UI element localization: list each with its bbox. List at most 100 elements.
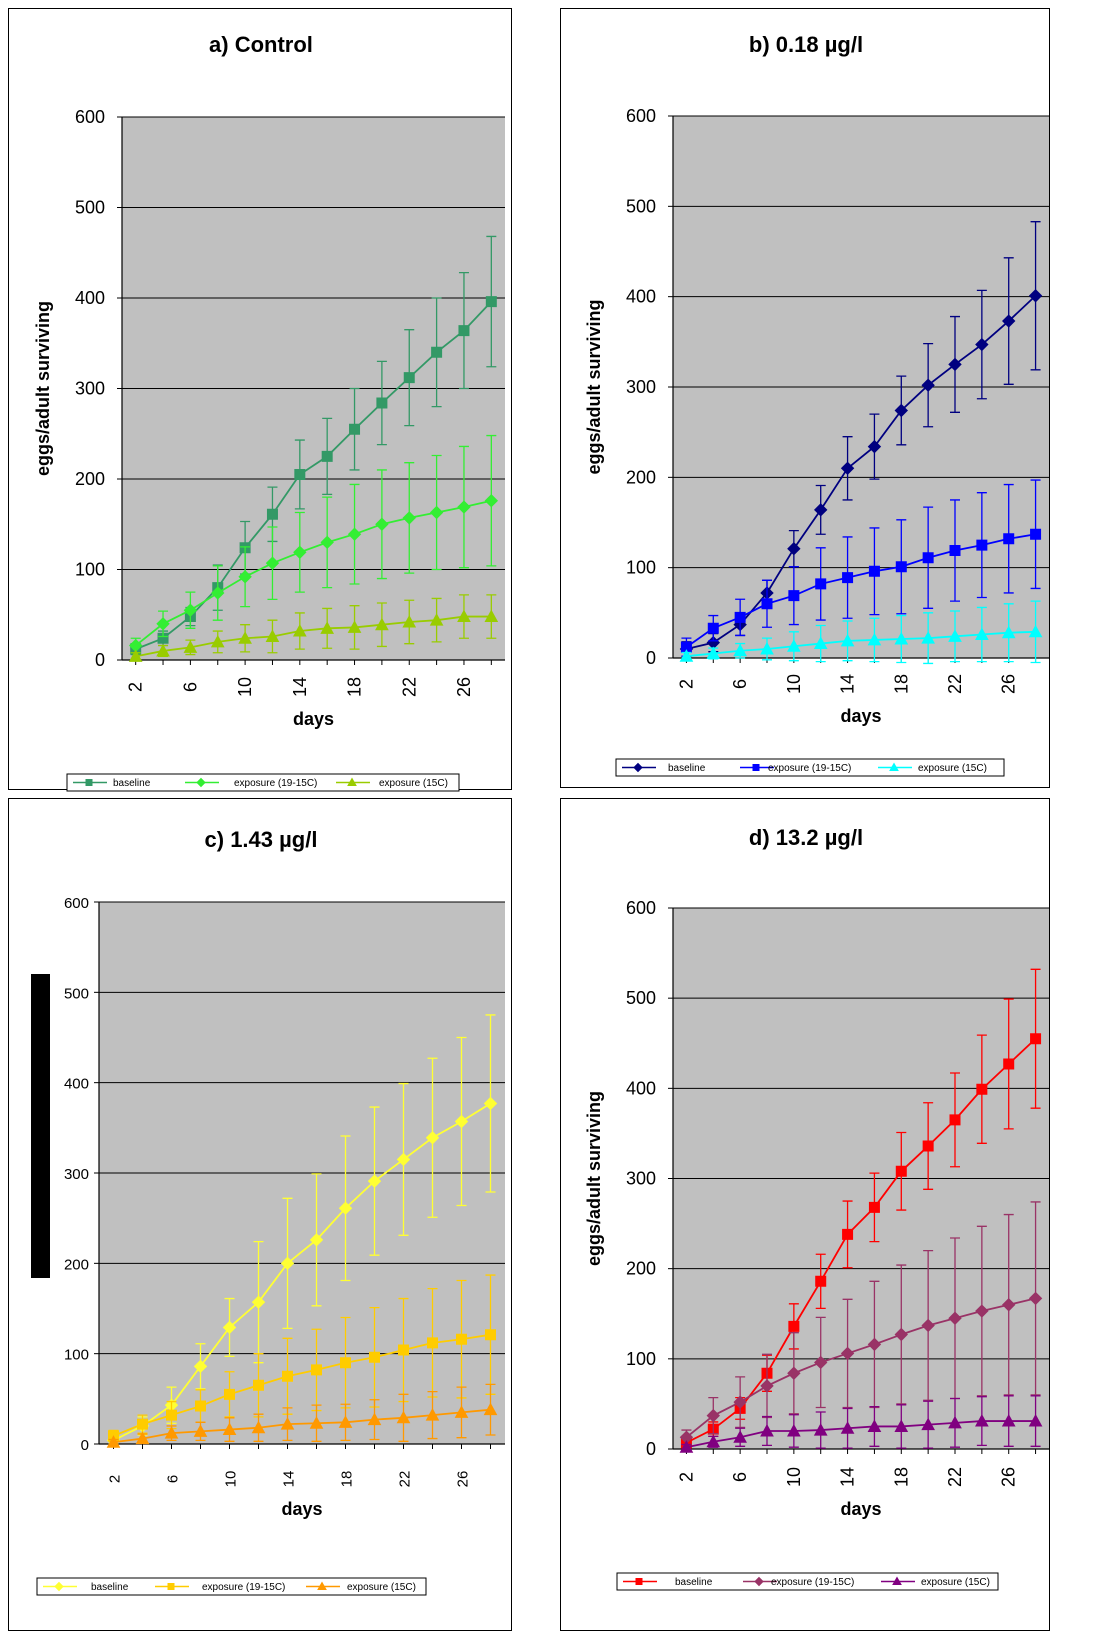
data-point [789,591,799,601]
data-point [350,424,360,434]
data-point [322,451,332,461]
data-point [923,1141,933,1151]
legend: baseline exposure (19-15C) exposure (15C) [616,759,1004,776]
data-point [950,1115,960,1125]
data-point [377,398,387,408]
data-point [708,623,718,633]
legend: baseline exposure (19-15C) exposure (15C) [67,774,459,791]
data-point [196,1401,206,1411]
y-tick-label: 0 [646,648,656,668]
y-tick-label: 200 [75,469,105,489]
x-tick-label: 14 [281,1471,298,1488]
y-tick-label: 500 [64,985,89,1002]
y-tick-label: 100 [626,1349,656,1369]
data-point [1004,534,1014,544]
x-tick-label: 22 [397,1471,414,1488]
data-point [977,1084,987,1094]
legend-swatch-marker [753,765,759,771]
data-point [457,1334,467,1344]
data-point [977,540,987,550]
x-tick-label: 18 [345,677,365,697]
data-point [432,347,442,357]
data-point [428,1338,438,1348]
chart-panel-b: 0 100 200 300 400 500 600 2 6 10 14 18 22 26 b) 0.18 µ… [560,8,1050,788]
x-tick-label: 10 [223,1471,240,1488]
legend-label: exposure (15C) [379,778,448,789]
data-point [816,1276,826,1286]
data-point [459,326,469,336]
chart-svg: 01002003004005006002 6 10 14 18 22 26d) 13.2 µ… [561,799,1049,1630]
legend-label: exposure (15C) [918,763,987,774]
data-point [138,1419,148,1429]
chart-title: c) 1.43 µg/l [205,827,318,852]
data-point [789,1321,799,1331]
y-tick-label: 500 [626,988,656,1008]
y-axis-title: eggs/adult surviving [584,299,604,474]
data-point [843,573,853,583]
y-tick-label: 600 [75,107,105,127]
data-point [404,373,414,383]
legend-label: baseline [668,763,706,774]
x-tick-label: 10 [784,674,804,694]
y-tick-label: 0 [95,650,105,670]
x-tick-label: 14 [290,677,310,697]
data-point [254,1380,264,1390]
y-tick-label: 100 [626,558,656,578]
data-point [312,1365,322,1375]
data-point [950,546,960,556]
data-point [167,1410,177,1420]
y-tick-label: 300 [626,1169,656,1189]
chart-title: a) Control [209,32,313,57]
y-tick-label: 0 [646,1439,656,1459]
x-tick-label: 10 [235,677,255,697]
y-tick-label: 300 [75,379,105,399]
data-point [816,579,826,589]
x-tick-label: 18 [891,674,911,694]
x-axis-title: days [840,706,881,726]
redaction-bar [31,974,50,1278]
x-tick-label: 14 [838,1467,858,1487]
chart-title: d) 13.2 µg/l [749,825,863,850]
y-tick-label: 400 [75,288,105,308]
y-tick-label: 100 [64,1347,89,1364]
x-axis-title: days [840,1499,881,1519]
legend-label: exposure (19-15C) [771,1577,854,1588]
x-tick-label: 22 [945,674,965,694]
x-tick-label: 2 [676,1472,696,1482]
x-tick-label: 26 [454,677,474,697]
chart-panel-a: 0 100 200 300 400 500 600 2 6 10 14 18 22 26 a) Contro… [8,8,512,790]
data-point [896,562,906,572]
data-point [295,469,305,479]
legend-label: baseline [91,1582,129,1593]
x-tick-label: 18 [339,1471,356,1488]
y-tick-label: 300 [626,377,656,397]
legend-label: exposure (15C) [921,1577,990,1588]
data-point [486,1330,496,1340]
y-tick-label: 100 [75,560,105,580]
x-tick-label: 22 [399,677,419,697]
data-point [341,1358,351,1368]
y-tick-label: 400 [626,287,656,307]
legend: baseline exposure (19-15C) exposure (15C) [617,1573,998,1590]
x-tick-label: 6 [730,679,750,689]
x-tick-label: 26 [999,674,1019,694]
y-tick-label: 500 [626,196,656,216]
y-tick-label: 200 [626,1259,656,1279]
x-tick-label: 2 [676,679,696,689]
y-tick-label: 0 [81,1437,89,1454]
x-tick-label: 2 [107,1475,124,1483]
data-point [225,1389,235,1399]
y-tick-label: 200 [64,1256,89,1273]
y-axis-title: eggs/adult surviving [584,1091,604,1266]
legend-swatch-marker [86,780,92,786]
data-point [762,599,772,609]
x-tick-label: 14 [838,674,858,694]
legend-label: exposure (19-15C) [202,1582,285,1593]
data-point [370,1352,380,1362]
legend: baseline exposure (19-15C) exposure (15C) [37,1578,426,1595]
x-tick-label: 6 [165,1475,182,1483]
y-tick-label: 200 [626,467,656,487]
x-tick-label: 6 [180,682,200,692]
y-tick-label: 400 [626,1078,656,1098]
